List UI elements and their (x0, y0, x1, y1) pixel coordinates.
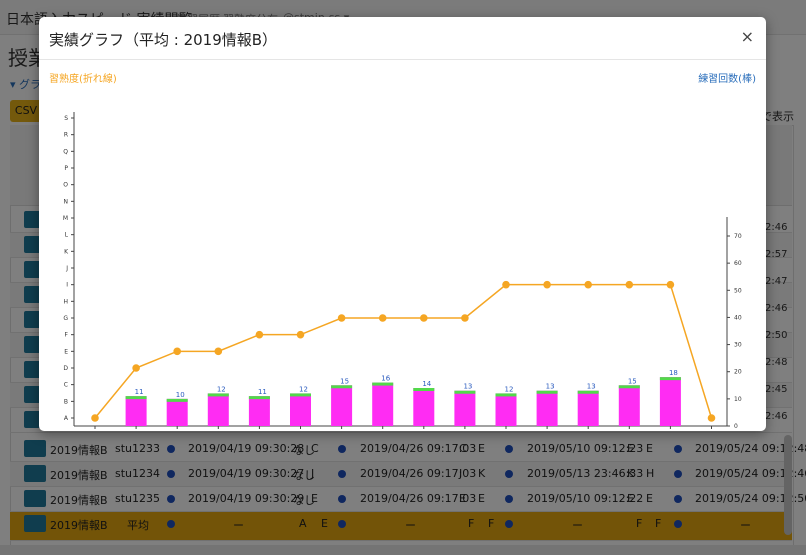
line-point (378, 314, 387, 322)
left-tick-label: J (65, 265, 68, 272)
bar-value-label: 12 (505, 385, 514, 393)
line-point (584, 280, 592, 289)
bar-top (166, 398, 188, 402)
line-point (337, 314, 346, 322)
line-point (214, 347, 223, 356)
left-tick-label: M (63, 215, 68, 222)
bar (248, 396, 270, 426)
left-tick-label: G (63, 315, 68, 322)
right-tick-label: 40 (734, 314, 742, 321)
left-tick-label: K (64, 248, 69, 255)
bar-value-label: 10 (176, 391, 185, 399)
right-tick-label: 60 (734, 260, 742, 267)
left-tick-label: Q (63, 148, 68, 155)
bar (659, 377, 681, 426)
bar (454, 390, 476, 426)
left-tick-label: I (66, 282, 68, 289)
right-tick-label: 0 (734, 423, 738, 430)
right-tick-label: 30 (734, 342, 742, 349)
bar (125, 396, 147, 426)
bar-top (577, 390, 599, 394)
modal-header: 実績グラフ（平均 : 2019情報B） × (39, 17, 766, 60)
left-tick-label: E (64, 348, 68, 355)
left-tick-label: O (63, 182, 68, 189)
left-tick-label: D (63, 365, 68, 372)
left-tick-label: R (64, 132, 68, 139)
right-tick-label: 70 (734, 233, 742, 240)
line-point (132, 364, 140, 372)
chart-modal: 実績グラフ（平均 : 2019情報B） × 習熟度(折れ線) 練習回数(棒) A… (39, 17, 766, 431)
line-point (666, 280, 675, 289)
bar (536, 390, 558, 426)
bar-top (248, 396, 270, 400)
legend-line-label: 習熟度(折れ線) (49, 74, 117, 85)
bar (166, 398, 188, 426)
line-point (91, 414, 99, 422)
line-point (296, 330, 305, 339)
close-icon[interactable]: × (740, 27, 754, 46)
bar-top (413, 388, 435, 391)
left-tick-label: H (63, 298, 68, 305)
bar-value-label: 14 (422, 380, 431, 388)
bar-top (536, 390, 558, 394)
right-tick-label: 10 (734, 396, 742, 403)
bar-top (495, 393, 517, 397)
bar-top (290, 393, 311, 397)
left-tick-label: L (65, 232, 69, 239)
left-tick-label: C (64, 382, 68, 389)
bar-value-label: 12 (217, 385, 226, 393)
left-tick-label: B (64, 398, 68, 405)
line-point (502, 280, 510, 289)
bar (290, 393, 311, 426)
left-tick-label: P (64, 165, 68, 172)
bar-top (331, 385, 353, 389)
bar (618, 385, 640, 426)
bar-value-label: 12 (299, 385, 308, 393)
bar-top (454, 390, 476, 394)
left-tick-label: S (64, 115, 68, 122)
left-tick-label: N (64, 198, 69, 205)
bar-value-label: 11 (258, 388, 267, 396)
left-tick-label: F (65, 332, 69, 339)
bar-value-label: 15 (628, 377, 637, 385)
bar-value-label: 13 (546, 383, 555, 391)
modal-title: 実績グラフ（平均 : 2019情報B） (49, 31, 278, 49)
bar-value-label: 18 (669, 369, 678, 377)
proficiency-line (94, 283, 713, 419)
bar (413, 388, 435, 426)
bar-top (372, 382, 394, 386)
left-tick-label: A (64, 415, 69, 422)
bar (577, 390, 599, 426)
line-point (707, 414, 716, 422)
line-point (625, 280, 634, 289)
line-point (461, 314, 469, 322)
bar-top (207, 393, 229, 397)
line-point (173, 347, 181, 356)
right-tick-label: 50 (734, 287, 742, 294)
line-point (420, 314, 428, 322)
legend-bar-label: 練習回数(棒) (698, 74, 756, 85)
performance-chart: ABCDEFGHIJKLMNOPQRS010203040506070012345… (63, 112, 742, 430)
line-point (543, 280, 551, 289)
line-point (255, 330, 264, 339)
bar-top (659, 377, 681, 381)
bar-value-label: 13 (463, 383, 472, 391)
bar-top (618, 385, 640, 389)
bar-value-label: 15 (340, 377, 349, 385)
bar (331, 385, 353, 426)
bar (495, 393, 517, 426)
bar-value-label: 11 (135, 388, 144, 396)
bar-top (125, 396, 147, 400)
bar (372, 382, 394, 426)
bar (207, 393, 229, 426)
bar-value-label: 16 (381, 375, 390, 383)
bar-value-label: 13 (587, 383, 596, 391)
right-tick-label: 20 (734, 369, 742, 376)
